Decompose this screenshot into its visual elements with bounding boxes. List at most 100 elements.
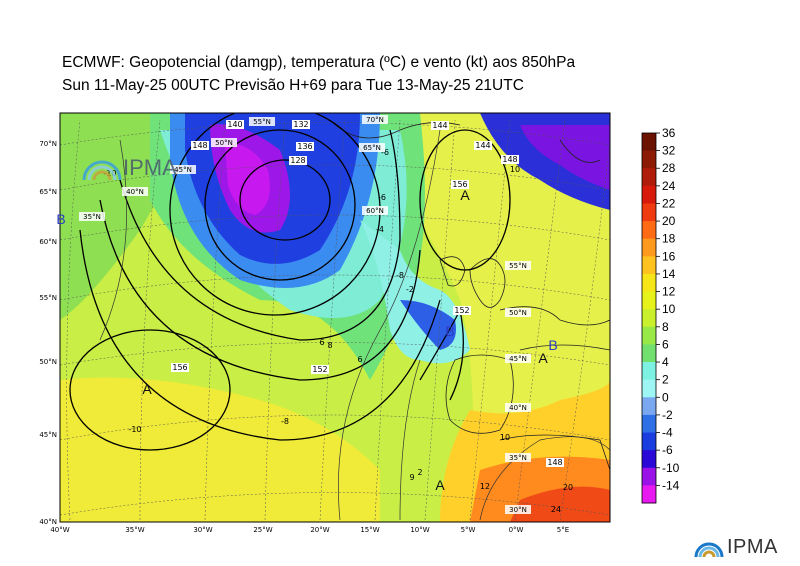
longitude-label: 10°W: [410, 526, 429, 534]
geopotential-label: 144: [475, 141, 490, 150]
colorbar-tick-label: -6: [662, 443, 673, 457]
graticule-label-bg: [505, 261, 531, 270]
colorbar-tick-label: 18: [662, 232, 676, 246]
temperature-label: 6: [319, 338, 324, 347]
temperature-label: 20: [563, 483, 573, 492]
ipma-arc-logo-icon: [82, 160, 122, 181]
graticule-label-bg: [170, 165, 196, 174]
geopotential-label-bg: [501, 155, 519, 164]
geopotential-label: 140: [227, 120, 242, 129]
geopotential-label-bg: [171, 363, 189, 372]
high-pressure-center: A: [460, 187, 470, 203]
colorbar-tick-label: -4: [662, 426, 673, 440]
graticule-label-bg: [505, 354, 531, 363]
latitude-label: 45°N: [39, 431, 57, 439]
colorbar-tick-label: 14: [662, 267, 676, 281]
colorbar-swatch: [642, 362, 656, 381]
colorbar-swatch: [642, 291, 656, 310]
colorbar-swatch: [642, 344, 656, 363]
colorbar-swatch: [642, 221, 656, 240]
colorbar-swatch: [642, 379, 656, 398]
temperature-label: -10: [103, 169, 116, 178]
colorbar-tick-label: 16: [662, 249, 676, 263]
temperature-label: 2: [417, 468, 422, 477]
geopotential-label-bg: [191, 141, 209, 150]
geopotential-label-bg: [311, 365, 329, 374]
temperature-label: -6: [381, 148, 389, 157]
colorbar-tick-label: -2: [662, 408, 673, 422]
graticule-label-bg: [505, 505, 531, 514]
ipma-arc-logo-icon: [694, 542, 724, 557]
chart-title-line-2: Sun 11-May-25 00UTC Previsão H+69 para T…: [62, 77, 524, 94]
geopotential-label-bg: [474, 141, 492, 150]
graticule-label-bg: [362, 115, 388, 124]
graticule-label-bg: [505, 308, 531, 317]
geopotential-label: 152: [312, 365, 327, 374]
geopotential-label-bg: [226, 120, 244, 129]
latitude-label: 60°N: [39, 238, 57, 246]
high-pressure-center: A: [142, 381, 152, 397]
colorbar-swatch: [642, 467, 656, 486]
graticule-label: 45°N: [174, 166, 192, 174]
geopotential-label: 156: [452, 180, 467, 189]
colorbar-swatch: [642, 397, 656, 416]
colorbar-swatch: [642, 185, 656, 204]
geopotential-label: 136: [297, 142, 312, 151]
geopotential-label-bg: [546, 458, 564, 467]
colorbar-tick-label: 12: [662, 285, 676, 299]
temperature-label: 12: [480, 482, 490, 491]
temperature-label: -10: [128, 425, 141, 434]
graticule-label-bg: [505, 453, 531, 462]
colorbar-tick-label: 28: [662, 161, 676, 175]
temperature-label: -8: [281, 417, 289, 426]
temperature-label: 6: [357, 355, 362, 364]
colorbar-swatch: [642, 203, 656, 222]
ipma-logo: IPMA: [694, 536, 778, 559]
colorbar-swatch: [642, 238, 656, 257]
colorbar-swatch: [642, 485, 656, 504]
high-pressure-center: A: [435, 477, 445, 493]
ipma-watermark-text: IPMA: [123, 155, 177, 180]
graticule-label: 35°N: [509, 454, 527, 462]
colorbar-tick-label: 4: [662, 355, 669, 369]
graticule-label: 35°N: [83, 213, 101, 221]
colorbar-tick-label: 2: [662, 373, 669, 387]
latitude-label: 55°N: [39, 294, 57, 302]
longitude-label: 20°W: [310, 526, 329, 534]
geopotential-label-bg: [431, 121, 449, 130]
graticule-label: 50°N: [215, 139, 233, 147]
geopotential-label: 148: [192, 141, 207, 150]
geopotential-label-bg: [453, 306, 471, 315]
chart-title-line-1: ECMWF: Geopotencial (damgp), temperatura…: [62, 54, 576, 71]
longitude-label: 5°E: [557, 526, 569, 534]
latitude-label: 70°N: [39, 140, 57, 148]
graticule-label: 60°N: [366, 207, 384, 215]
colorbar-tick-label: 10: [662, 302, 676, 316]
graticule-label: 55°N: [509, 262, 527, 270]
longitude-label: 5°W: [461, 526, 476, 534]
graticule-label: 40°N: [126, 188, 144, 196]
longitude-label: 25°W: [253, 526, 272, 534]
colorbar-swatch: [642, 326, 656, 345]
high-pressure-center: A: [538, 350, 548, 366]
geopotential-label: 156: [172, 363, 187, 372]
colorbar-tick-label: 36: [662, 126, 676, 140]
longitude-label: 35°W: [125, 526, 144, 534]
colorbar-swatch: [642, 432, 656, 451]
colorbar-tick-label: 6: [662, 337, 669, 351]
graticule-label-bg: [122, 187, 148, 196]
temperature-label: 8: [327, 341, 332, 350]
colorbar-swatch: [642, 168, 656, 187]
temperature-field: [60, 113, 610, 522]
colorbar-frame: [641, 132, 657, 504]
temperature-label: 10: [500, 433, 510, 442]
colorbar-swatch: [642, 256, 656, 275]
colorbar-tick-label: 24: [662, 179, 676, 193]
geopotential-label: 148: [502, 155, 517, 164]
latitude-label: 40°N: [39, 518, 57, 526]
colorbar-tick-label: 8: [662, 320, 669, 334]
low-pressure-center: B: [445, 323, 454, 339]
colorbar-swatch: [642, 273, 656, 293]
graticule-label: 50°N: [509, 309, 527, 317]
